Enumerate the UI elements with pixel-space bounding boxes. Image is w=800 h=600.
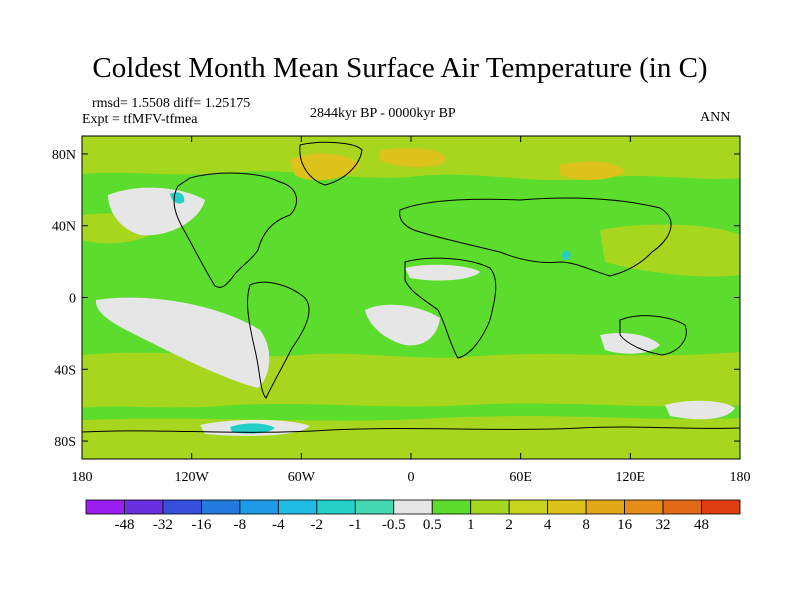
- colorbar-swatch: [585, 499, 625, 515]
- colorbar-label: -48: [114, 517, 135, 533]
- field-antarctic-2to4: [82, 416, 740, 459]
- colorbar-labels: -48 -32 -16 -8 -4 -2 -1 -0.5 0.5 1 2 4 8 16 32 48: [0, 517, 800, 537]
- field-tibet-cooling: [562, 250, 571, 261]
- colorbar-swatch: [85, 499, 125, 515]
- colorbar-label: -4: [272, 517, 285, 533]
- lon-tick-label: 120E: [616, 470, 646, 485]
- period-label: 2844kyr BP - 0000kyr BP: [310, 106, 456, 121]
- colorbar-swatch: [508, 499, 549, 515]
- lon-tick-label: 120W: [175, 470, 210, 485]
- lon-tick-label: 60W: [288, 470, 316, 485]
- colorbar-label: 8: [582, 517, 590, 533]
- colorbar-label: -8: [233, 517, 247, 533]
- season-label: ANN: [700, 110, 731, 125]
- colorbar-label: 48: [694, 517, 710, 533]
- field-spacific-neutral: [95, 297, 270, 388]
- colorbar-label: -32: [152, 517, 173, 533]
- colorbar-label: 1: [466, 517, 475, 533]
- colorbar-swatch: [393, 499, 433, 515]
- lon-tick-label: 180: [72, 470, 93, 485]
- colorbar-swatch: [662, 499, 702, 515]
- field-satlantic-neutral: [365, 304, 440, 346]
- colorbar-label: 32: [655, 517, 671, 533]
- coast-eurasia: [399, 197, 672, 277]
- field-siberia-4to8: [560, 161, 625, 180]
- colorbar-label: 16: [617, 517, 633, 533]
- field-ross-neutral: [665, 400, 735, 420]
- coast-north-america: [173, 172, 298, 288]
- rmsd-diff-stat: rmsd= 1.5508 diff= 1.25175: [92, 96, 251, 111]
- colorbar-swatch: [431, 499, 472, 515]
- latitude-axis: 80N 40N 0 40S 80S: [52, 148, 740, 450]
- field-sahara-neutral: [405, 264, 480, 281]
- colorbar-swatch: [701, 499, 741, 515]
- field-arctic-4to8: [380, 148, 446, 168]
- field-greenland-4to8: [290, 153, 360, 181]
- experiment-label: Expt = tfMFV-tfmea: [82, 112, 198, 127]
- colorbar-swatch: [124, 499, 164, 515]
- coastlines: [82, 141, 740, 433]
- field-weddell-cooling: [230, 423, 275, 434]
- lon-tick-label: 60E: [509, 470, 532, 485]
- coast-africa: [404, 257, 497, 359]
- colorbar-label: 4: [543, 517, 552, 533]
- colorbar-swatch: [470, 499, 510, 515]
- lat-tick-label: 80S: [54, 435, 76, 450]
- lat-tick-label: 80N: [52, 148, 76, 163]
- anomaly-field: [82, 136, 740, 459]
- field-npacific-2to4: [600, 224, 740, 277]
- colorbar: [85, 499, 741, 515]
- colorbar-label: 0.5: [422, 517, 442, 533]
- colorbar-swatch: [354, 499, 395, 515]
- coast-antarctica: [82, 426, 740, 433]
- lat-tick-label: 40N: [52, 220, 76, 235]
- map-title: Coldest Month Mean Surface Air Temperatu…: [92, 52, 708, 84]
- lon-tick-label: 0: [408, 470, 415, 485]
- colorbar-label: -0.5: [381, 517, 406, 533]
- coast-greenland: [299, 141, 363, 186]
- colorbar-swatch: [624, 499, 664, 515]
- coast-australia: [619, 315, 687, 356]
- lat-tick-label: 0: [69, 292, 76, 307]
- colorbar-swatch: [316, 499, 356, 515]
- longitude-axis: 180 120W 60W 0 60E 120E 180: [72, 136, 751, 485]
- lon-tick-label: 180: [730, 470, 751, 485]
- colorbar-label: 2: [505, 517, 513, 533]
- coast-south-america: [247, 281, 310, 399]
- colorbar-swatch: [239, 499, 279, 515]
- lat-tick-label: 40S: [54, 363, 76, 378]
- colorbar-label: -1: [349, 517, 362, 533]
- field-southern-2to4: [82, 352, 740, 408]
- colorbar-label: -2: [310, 517, 324, 533]
- colorbar-label: -16: [191, 517, 212, 533]
- colorbar-swatch: [162, 499, 202, 515]
- colorbar-swatch: [201, 499, 241, 515]
- colorbar-swatch: [547, 499, 587, 515]
- colorbar-swatch: [277, 499, 318, 515]
